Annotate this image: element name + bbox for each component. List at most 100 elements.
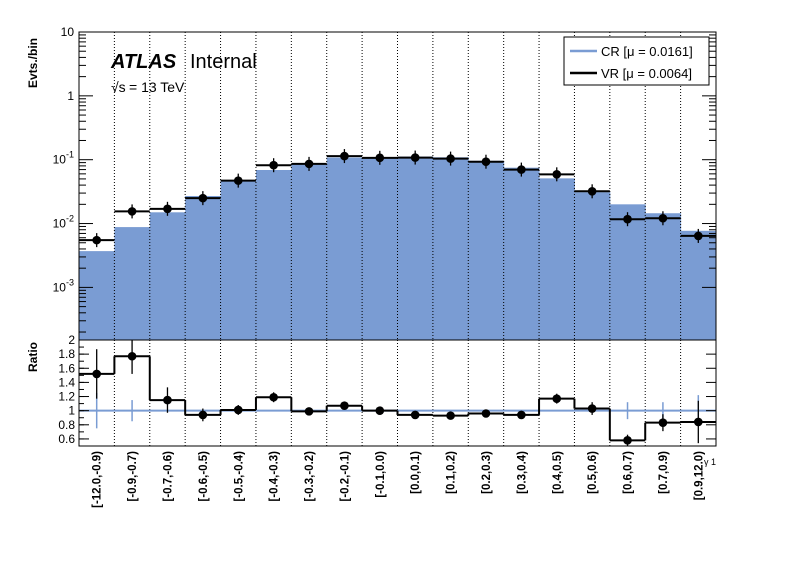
x-tick-label: [-0.2,-0.1) xyxy=(339,451,351,502)
y-tick-label: 10-2 xyxy=(53,214,74,231)
internal-label: Internal xyxy=(190,51,257,73)
cr-bar xyxy=(114,227,151,340)
ratio-y-tick-label: 0.6 xyxy=(58,432,75,446)
atlas-label: ATLAS xyxy=(110,51,177,73)
upper-y-axis-title: Evts./bin xyxy=(26,38,40,88)
cr-bar xyxy=(468,160,505,340)
cr-bar xyxy=(397,156,434,340)
x-tick-label: [0.7,0.9) xyxy=(658,451,670,494)
lower-gridlines xyxy=(113,340,682,446)
vr-point xyxy=(517,165,526,174)
ratio-series xyxy=(79,340,716,446)
legend-cr-label: CR [μ = 0.0161] xyxy=(601,44,693,59)
cr-bar xyxy=(79,251,115,340)
x-tick-label: [-0.7,-0.6) xyxy=(162,451,174,502)
ratio-point xyxy=(552,394,562,403)
cr-bar xyxy=(645,213,682,340)
sqrt-s-symbol: √s xyxy=(111,79,126,95)
ratio-point xyxy=(658,418,668,427)
cr-bar xyxy=(503,167,540,340)
x-tick-label: [0.6,0.7) xyxy=(623,451,635,494)
y-tick-label: 10-3 xyxy=(53,277,74,294)
legend-box xyxy=(563,36,710,86)
ratio-point xyxy=(163,395,172,405)
vr-point xyxy=(92,235,101,245)
cr-bar xyxy=(185,196,222,340)
ratio-point xyxy=(375,406,385,415)
x-tick-label: [0.3,0.4) xyxy=(516,451,528,494)
ratio-y-tick-label: 2 xyxy=(68,333,75,347)
cr-bar xyxy=(326,157,363,340)
x-tick-labels: [-12.0,-0.9) [-0.9,-0.7) [-0.7,-0.6) [-0.6,… xyxy=(92,451,706,508)
cr-bar xyxy=(432,157,469,340)
ratio-point xyxy=(481,409,491,418)
vr-point xyxy=(623,214,632,224)
cr-histogram xyxy=(79,156,717,340)
vr-point xyxy=(552,170,562,179)
ratio-y-tick-label: 1.6 xyxy=(58,361,75,375)
vr-point xyxy=(198,193,208,203)
ratio-point xyxy=(304,407,314,416)
x-tick-label: [0.0,0.1) xyxy=(410,451,422,494)
ratio-point xyxy=(340,401,349,411)
cr-bar xyxy=(574,192,611,340)
lower-y-axis-title: Ratio xyxy=(26,342,40,372)
x-tick-label: [0.9,12.0) xyxy=(693,451,705,500)
ratio-y-tick-label: 1.4 xyxy=(58,375,75,389)
cr-bar xyxy=(539,178,575,340)
ratio-point xyxy=(694,417,703,427)
vr-point xyxy=(233,176,243,185)
ratio-point xyxy=(587,404,597,413)
x-tick-label: [0.1,0.2) xyxy=(446,451,458,494)
cr-bar xyxy=(362,157,398,340)
vr-point xyxy=(694,231,703,241)
ratio-point xyxy=(127,351,137,361)
x-tick-label: [0.5,0.6) xyxy=(587,451,599,494)
vr-point xyxy=(375,153,385,163)
ratio-point xyxy=(446,411,455,420)
x-tick-label: [-0.4,-0.3) xyxy=(269,451,281,502)
vr-point xyxy=(446,154,455,163)
y-tick-label: 1 xyxy=(67,89,74,103)
ratio-y-tick-label: 1 xyxy=(68,404,75,418)
ratio-point xyxy=(92,369,101,379)
cr-bar xyxy=(149,212,186,340)
y-tick-label: 10 xyxy=(61,25,75,39)
cr-bar xyxy=(609,204,646,340)
ratio-y-tick-label: 0.8 xyxy=(58,418,75,432)
vr-point xyxy=(658,213,668,223)
ratio-point xyxy=(233,405,243,415)
legend: CR [μ = 0.0161] VR [μ = 0.0064] xyxy=(563,36,710,86)
lower-frame xyxy=(78,339,717,447)
x-tick-label: [-12.0,-0.9) xyxy=(92,451,104,508)
x-tick-label: [0.4,0.5) xyxy=(552,451,564,494)
x-tick-label: [-0.6,-0.5) xyxy=(198,451,210,502)
x-tick-label: [-0.9,-0.7) xyxy=(127,451,139,502)
ratio-point xyxy=(198,410,208,420)
lower-axes: 0.60.811.21.41.61.82 xyxy=(58,333,717,447)
vr-point xyxy=(340,151,349,161)
ratio-point xyxy=(623,436,632,445)
x-tick-label: [-0.1,0.0) xyxy=(375,451,387,498)
vr-point xyxy=(269,160,278,170)
cr-bar xyxy=(291,163,328,340)
ratio-y-tick-label: 1.2 xyxy=(58,390,75,404)
vr-point xyxy=(481,157,491,167)
energy-label: = 13 TeV xyxy=(129,79,185,95)
vr-point xyxy=(127,207,137,216)
vr-point xyxy=(410,153,420,162)
vr-point xyxy=(304,159,314,169)
cr-bar xyxy=(220,180,257,340)
cr-bar xyxy=(255,169,292,340)
vr-point xyxy=(163,204,172,214)
vr-series xyxy=(79,149,716,248)
ratio-y-tick-label: 1.8 xyxy=(58,347,75,361)
ratio-point xyxy=(269,392,278,402)
vr-point xyxy=(587,186,597,196)
x-tick-label: [-0.5,-0.4) xyxy=(233,451,245,502)
x-tick-label: [0.2,0.3) xyxy=(481,451,493,494)
x-tick-label: [-0.3,-0.2) xyxy=(304,451,316,502)
ratio-point xyxy=(410,410,420,420)
legend-vr-label: VR [μ = 0.0064] xyxy=(601,66,692,81)
